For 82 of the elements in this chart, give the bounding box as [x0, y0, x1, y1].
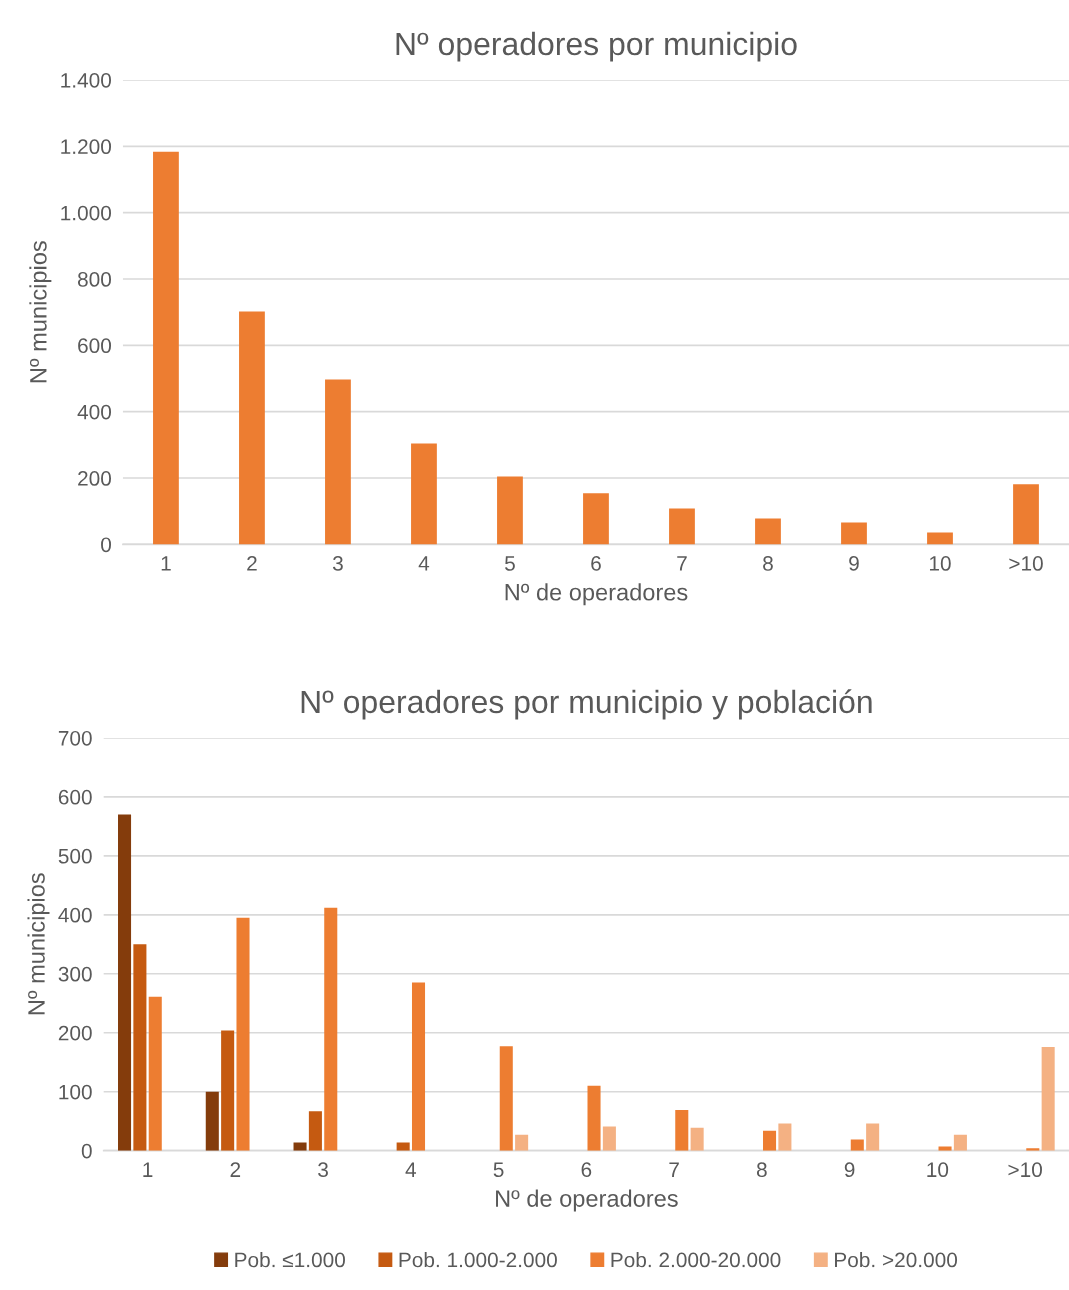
bar [239, 311, 265, 545]
bar [515, 1134, 529, 1151]
bar [778, 1123, 792, 1151]
bar [325, 379, 351, 545]
y-tick-label: 600 [78, 338, 112, 354]
bar [587, 1085, 601, 1151]
y-tick-label: 700 [58, 730, 92, 746]
bar [153, 151, 179, 545]
chart-title: Nº operadores por municipio [396, 31, 797, 62]
y-axis-title: Nº municipios [29, 241, 52, 383]
x-tick-label: >10 [1008, 1162, 1042, 1178]
bar [118, 814, 132, 1151]
x-tick-label: 2 [247, 556, 257, 571]
x-tick-label: 1 [143, 1162, 153, 1177]
y-tick-label: 0 [101, 537, 112, 553]
x-tick-label: 5 [505, 556, 515, 571]
y-tick-label: 200 [58, 1025, 92, 1041]
y-tick-label: 300 [58, 966, 92, 982]
y-tick-label: 1.400 [61, 72, 112, 88]
x-tick-label: 3 [318, 1162, 328, 1178]
x-tick-label: 9 [844, 1162, 855, 1178]
bar [499, 1046, 513, 1151]
x-tick-label: 1 [161, 556, 171, 571]
x-tick-label: 5 [493, 1162, 504, 1178]
y-tick-label: 0 [81, 1143, 92, 1159]
legend-label: Pob. 1.000-2.000 [399, 1251, 557, 1268]
bar [1041, 1046, 1055, 1151]
y-tick-label: 1.000 [61, 205, 112, 221]
x-tick-label: 6 [581, 1162, 592, 1178]
x-tick-label: 2 [230, 1162, 241, 1177]
y-tick-label: 500 [58, 848, 92, 864]
bar [411, 982, 426, 1151]
bar [324, 907, 338, 1151]
bar [133, 944, 147, 1151]
bar [953, 1134, 967, 1151]
x-tick-label: 7 [669, 1162, 679, 1177]
bar [396, 1142, 410, 1151]
bar [293, 1142, 307, 1151]
bar [148, 996, 162, 1151]
x-tick-label: 10 [927, 1162, 949, 1178]
bar [411, 443, 437, 545]
x-tick-label: 7 [677, 556, 687, 571]
bar [866, 1123, 880, 1151]
y-tick-label: 400 [77, 404, 112, 420]
bar [205, 1091, 219, 1151]
x-tick-label: 8 [763, 556, 773, 571]
y-tick-label: 600 [58, 789, 92, 805]
legend-label: Pob. 2.000-20.000 [611, 1251, 781, 1268]
y-axis-title: Nº municipios [27, 873, 50, 1015]
bar [497, 476, 523, 545]
x-tick-label: 6 [591, 556, 601, 571]
bar [675, 1109, 689, 1151]
bar [602, 1126, 616, 1151]
x-axis-title: Nº de operadores [505, 583, 688, 606]
x-tick-label: 4 [418, 556, 430, 571]
y-tick-label: 100 [59, 1084, 92, 1100]
bar [763, 1130, 777, 1151]
bar [221, 1030, 235, 1151]
bar [583, 493, 609, 545]
y-tick-label: 400 [58, 907, 92, 923]
x-tick-label: 9 [849, 556, 859, 571]
y-tick-label: 200 [78, 471, 112, 486]
bar [841, 522, 867, 545]
bar [690, 1127, 704, 1151]
legend-label: Pob. ≤1.000 [235, 1251, 345, 1268]
y-tick-label: 800 [77, 272, 112, 287]
x-tick-label: 8 [756, 1162, 767, 1178]
x-tick-label: 10 [929, 556, 951, 571]
legend-label: Pob. >20.000 [835, 1251, 958, 1268]
y-tick-label: 1.200 [61, 139, 112, 155]
chart-title: Nº operadores por municipio y población [301, 689, 872, 720]
x-tick-label: 3 [332, 556, 343, 571]
x-axis-title: Nº de operadores [496, 1189, 678, 1212]
bar [669, 508, 695, 545]
x-tick-label: 4 [405, 1162, 417, 1177]
bar [236, 917, 250, 1151]
bar [850, 1139, 864, 1151]
bar [755, 518, 781, 545]
bar [308, 1111, 322, 1151]
bar [927, 532, 953, 545]
bar [1013, 484, 1039, 545]
x-tick-label: >10 [1009, 556, 1043, 571]
